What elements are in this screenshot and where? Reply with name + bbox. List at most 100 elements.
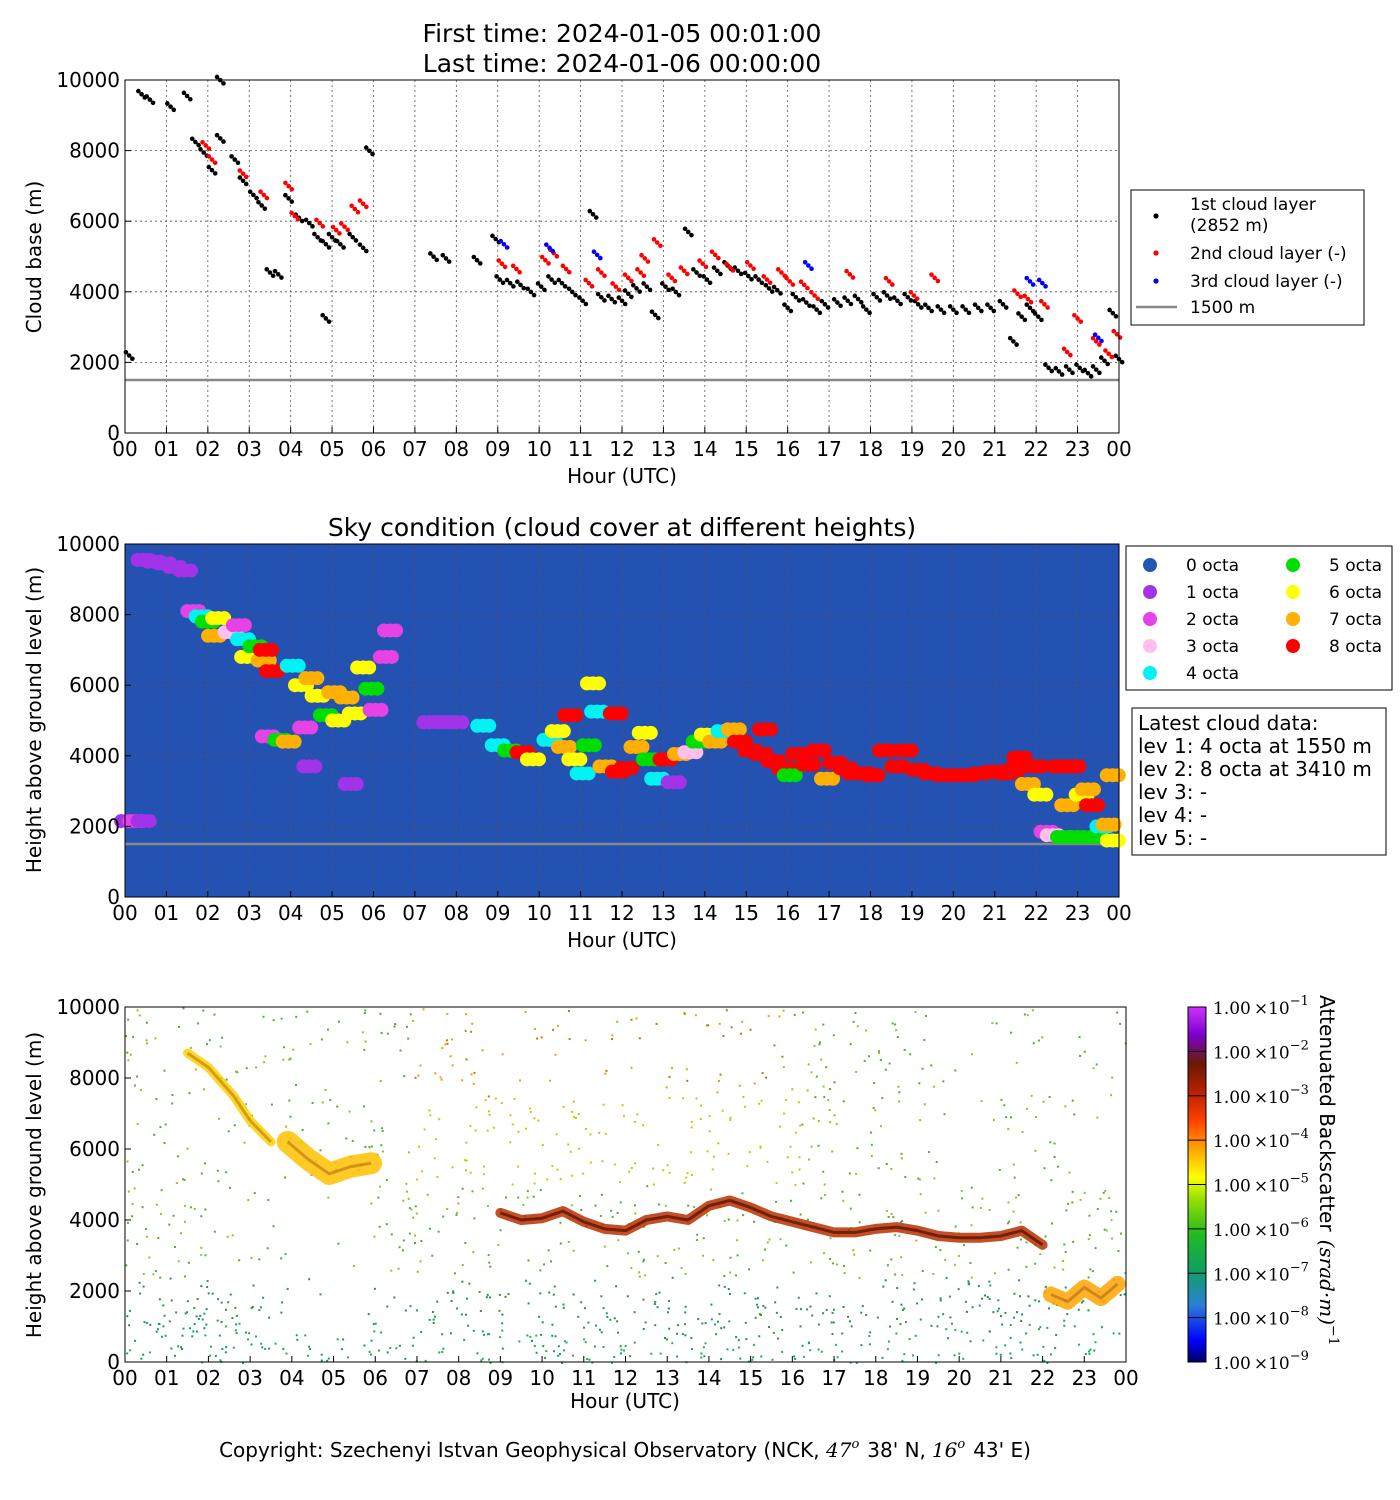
layer1-point (759, 280, 765, 286)
layer1-point (307, 220, 312, 226)
layer1-point (237, 175, 243, 180)
backscatter-speck (741, 1020, 744, 1023)
backscatter-speck (414, 1076, 417, 1079)
backscatter-speck (470, 1073, 473, 1076)
backscatter-speck (1016, 1246, 1019, 1249)
backscatter-speck (771, 1358, 774, 1361)
backscatter-speck (374, 1322, 377, 1325)
layer1-point (676, 292, 682, 298)
backscatter-speck (284, 1176, 287, 1179)
backscatter-speck (881, 1356, 884, 1359)
legend: 1st cloud layer (2852 m) 2nd cloud layer… (1130, 189, 1365, 326)
backscatter-speck (141, 1164, 144, 1167)
backscatter-speck (634, 1212, 637, 1215)
backscatter-speck (542, 1263, 545, 1266)
backscatter-speck (234, 1329, 237, 1332)
backscatter-speck (937, 1209, 940, 1212)
backscatter-speck (830, 1321, 833, 1324)
colorbar-tick-label: 1.00 ×10−8 (1213, 1305, 1309, 1330)
backscatter-speck (676, 1324, 679, 1327)
layer1-point (566, 286, 572, 292)
backscatter-speck (903, 1307, 906, 1310)
layer1-point (323, 242, 329, 247)
backscatter-speck (829, 1258, 832, 1261)
backscatter-speck (565, 1341, 568, 1344)
backscatter-speck (472, 1082, 475, 1085)
backscatter-speck (888, 1325, 891, 1328)
layer1-point (528, 289, 534, 295)
backscatter-speck (266, 1247, 269, 1250)
backscatter-speck (668, 1171, 671, 1174)
x-tick-label: 00 (112, 437, 137, 461)
legend-label-octa-6: 6 octa (1329, 583, 1382, 603)
backscatter-speck (424, 1359, 427, 1362)
layer1-point (267, 270, 273, 275)
backscatter-speck (499, 1229, 502, 1232)
backscatter-speck (501, 1053, 504, 1056)
backscatter-speck (197, 1317, 200, 1320)
backscatter-speck (327, 1196, 330, 1199)
layer1-point (206, 164, 212, 170)
octa-point (614, 706, 629, 721)
octa-point (1107, 817, 1122, 832)
layer1-point (867, 310, 872, 316)
backscatter-speck (225, 1078, 228, 1081)
backscatter-speck (201, 1318, 204, 1321)
layer1-point (235, 160, 241, 166)
backscatter-speck (557, 1354, 560, 1357)
backscatter-speck (492, 1126, 495, 1129)
backscatter-speck (860, 1344, 863, 1347)
backscatter-speck (721, 1109, 724, 1112)
layer2-point (1042, 302, 1047, 307)
layer2-point (850, 275, 856, 280)
legend-label-ref: 1500 m (1190, 298, 1255, 318)
backscatter-speck (295, 1015, 298, 1018)
backscatter-speck (697, 1318, 700, 1321)
backscatter-speck (602, 1103, 605, 1106)
backscatter-speck (553, 1285, 556, 1288)
layer2-point (583, 277, 588, 283)
layer2-point (212, 160, 218, 166)
backscatter-speck (799, 1308, 802, 1311)
backscatter-speck (620, 1348, 623, 1351)
backscatter-speck (900, 1152, 903, 1155)
layer1-point (521, 285, 527, 291)
backscatter-speck (772, 1331, 775, 1334)
backscatter-speck (1048, 1095, 1051, 1098)
y-tick-label: 2000 (69, 1279, 120, 1303)
backscatter-speck (903, 1353, 906, 1356)
backscatter-speck (754, 1297, 757, 1300)
backscatter-speck (664, 1204, 667, 1207)
layer1-point (887, 296, 893, 301)
backscatter-speck (727, 1287, 730, 1290)
backscatter-speck (1053, 1155, 1056, 1158)
backscatter-speck (968, 1282, 971, 1285)
sky-condition-chart: Sky condition (cloud cover at different … (22, 513, 1393, 952)
layer1-point (997, 298, 1003, 304)
layer1-point (644, 284, 650, 289)
backscatter-speck (274, 1342, 277, 1345)
backscatter-speck (828, 1109, 831, 1112)
layer1-point (262, 206, 268, 211)
backscatter-speck (471, 1022, 474, 1025)
backscatter-speck (1043, 1359, 1046, 1362)
backscatter-speck (177, 1260, 180, 1263)
backscatter-speck (307, 1354, 310, 1357)
backscatter-speck (944, 1258, 947, 1261)
layer1-point (570, 289, 575, 295)
x-tick-label: 23 (1072, 1366, 1097, 1390)
layer3-point (802, 259, 808, 265)
backscatter-speck (814, 1096, 817, 1099)
backscatter-speck (568, 1010, 571, 1013)
backscatter-speck (138, 1168, 141, 1171)
backscatter-speck (817, 1119, 820, 1122)
x-tick-label: 13 (651, 901, 676, 925)
backscatter-speck (525, 1279, 528, 1282)
backscatter-speck (900, 1256, 903, 1259)
layer2-point (1097, 342, 1102, 347)
backscatter-speck (992, 1119, 995, 1122)
layer1-point (612, 299, 618, 305)
backscatter-speck (700, 1356, 703, 1359)
backscatter-speck (539, 1188, 542, 1191)
